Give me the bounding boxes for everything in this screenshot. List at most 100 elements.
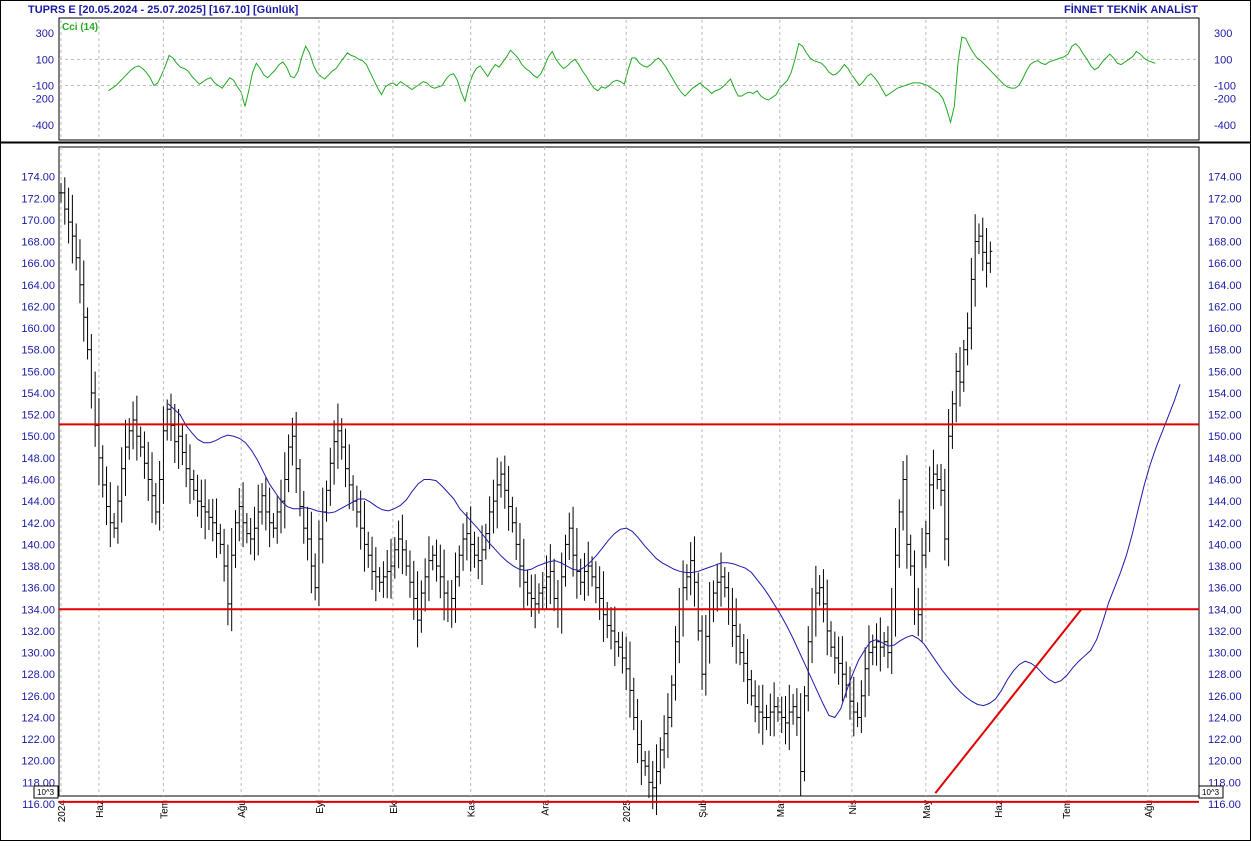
- price-ytick-left: 138.00: [21, 561, 55, 573]
- brand-label: FİNNET TEKNİK ANALİST: [1064, 3, 1198, 16]
- price-ytick-left: 126.00: [21, 691, 55, 703]
- x-tick-label: Haz: [95, 800, 106, 818]
- symbol-info: TUPRS E [20.05.2024 - 25.07.2025] [167.1…: [28, 4, 299, 16]
- cci-ytick-left: 300: [36, 28, 54, 40]
- price-ytick-left: 120.00: [21, 756, 55, 768]
- price-panel: [58, 146, 1200, 797]
- price-ytick-left: 150.00: [21, 431, 55, 443]
- price-ytick-right: 164.00: [1208, 280, 1242, 292]
- price-ytick-left: 174.00: [21, 172, 55, 184]
- x-tick-label: May: [922, 800, 933, 819]
- scale-labels: 10^3 10^3: [33, 785, 1224, 799]
- price-ytick-right: 148.00: [1208, 453, 1242, 465]
- x-tick-label: Tem: [1062, 800, 1073, 819]
- price-ytick-left: 170.00: [21, 215, 55, 227]
- x-tick-label: Ara: [541, 800, 552, 816]
- x-tick-label: Mar: [776, 799, 787, 817]
- price-ytick-right: 120.00: [1208, 756, 1242, 768]
- price-ytick-left: 152.00: [21, 410, 55, 422]
- price-ytick-left: 134.00: [21, 604, 55, 616]
- moving-average-series: [167, 384, 1181, 719]
- cci-line: [108, 36, 1156, 125]
- price-ytick-left: 160.00: [21, 323, 55, 335]
- price-ytick-right: 170.00: [1208, 215, 1242, 227]
- x-tick-label: Tem: [159, 800, 170, 819]
- price-ytick-right: 124.00: [1208, 712, 1242, 724]
- scale-box-right: [1198, 785, 1224, 799]
- cci-ytick-left: -200: [32, 94, 54, 106]
- x-tick-label: 2025: [622, 800, 633, 823]
- price-ytick-left: 142.00: [21, 518, 55, 530]
- price-ytick-right: 140.00: [1208, 539, 1242, 551]
- price-ytick-right: 138.00: [1208, 561, 1242, 573]
- price-ytick-right: 132.00: [1208, 626, 1242, 638]
- cci-title: Cci (14): [62, 22, 98, 33]
- price-ytick-right: 130.00: [1208, 648, 1242, 660]
- price-ytick-right: 116.00: [1208, 799, 1241, 811]
- x-tick-label: Şub: [698, 800, 709, 818]
- price-ytick-left: 140.00: [21, 539, 55, 551]
- price-ytick-right: 146.00: [1208, 475, 1242, 487]
- cci-ytick-right: -200: [1214, 94, 1236, 106]
- price-ytick-right: 134.00: [1208, 604, 1242, 616]
- x-axis-labels: 2024 Haz Tem Ağu Eyl Eki Kas Ara 2025 Şub Mar Nis Ma…: [57, 799, 1155, 822]
- price-ytick-right: 144.00: [1208, 496, 1242, 508]
- price-ytick-left: 156.00: [21, 366, 55, 378]
- price-ytick-right: 126.00: [1208, 691, 1242, 703]
- cci-gridlines: [59, 58, 1199, 87]
- x-tick-label: Nis: [848, 800, 859, 814]
- price-ytick-right: 152.00: [1208, 410, 1242, 422]
- price-ytick-right: 172.00: [1208, 193, 1242, 205]
- price-ytick-right: 128.00: [1208, 669, 1242, 681]
- price-ytick-right: 136.00: [1208, 583, 1242, 595]
- price-ytick-left: 136.00: [21, 583, 55, 595]
- price-ytick-right: 160.00: [1208, 323, 1242, 335]
- price-ytick-left: 128.00: [21, 669, 55, 681]
- price-ytick-left: 154.00: [21, 388, 55, 400]
- x-tick-label: Kas: [467, 800, 478, 817]
- price-ytick-left: 124.00: [21, 712, 55, 724]
- price-ytick-right: 162.00: [1208, 301, 1242, 313]
- cci-series: [108, 36, 1156, 125]
- price-ytick-right: 150.00: [1208, 431, 1242, 443]
- price-ytick-left: 116.00: [22, 799, 55, 811]
- price-ytick-left: 148.00: [21, 453, 55, 465]
- price-bars: [59, 177, 993, 816]
- price-ytick-left: 158.00: [21, 345, 55, 357]
- x-tick-label: Ağu: [1144, 800, 1155, 818]
- trendline: [934, 608, 1083, 794]
- x-tick-label: Haz: [994, 800, 1005, 818]
- price-ytick-left: 132.00: [21, 626, 55, 638]
- x-tick-label: Ağu: [237, 800, 248, 818]
- cci-ytick-left: -400: [32, 120, 54, 132]
- scale-label-right: 10^3: [1202, 788, 1220, 797]
- cci-ytick-right: -400: [1214, 120, 1236, 132]
- price-ytick-right: 168.00: [1208, 237, 1242, 249]
- price-ytick-right: 166.00: [1208, 258, 1242, 270]
- price-axis-labels: 174.00 174.00 172.00 172.00 170.00 170.00 168.…: [21, 172, 1241, 811]
- price-ytick-right: 174.00: [1208, 172, 1242, 184]
- price-ytick-left: 144.00: [21, 496, 55, 508]
- price-ytick-right: 154.00: [1208, 388, 1242, 400]
- scale-box-left: [33, 785, 59, 799]
- cci-panel: [58, 17, 1200, 141]
- x-tick-label: Eyl: [315, 800, 326, 814]
- price-ytick-left: 168.00: [21, 237, 55, 249]
- price-ytick-left: 166.00: [21, 258, 55, 270]
- x-tick-label: Eki: [389, 800, 400, 814]
- cci-ytick-right: -100: [1214, 81, 1236, 93]
- price-ytick-left: 164.00: [21, 280, 55, 292]
- price-ytick-left: 162.00: [21, 301, 55, 313]
- price-ytick-right: 122.00: [1208, 734, 1242, 746]
- scale-label-left: 10^3: [37, 788, 55, 797]
- price-ytick-right: 156.00: [1208, 366, 1242, 378]
- price-ytick-left: 172.00: [21, 193, 55, 205]
- rising-trendline: [934, 608, 1083, 794]
- cci-ytick-right: 100: [1214, 54, 1232, 66]
- cci-ytick-right: 300: [1214, 28, 1232, 40]
- price-ytick-left: 122.00: [21, 734, 55, 746]
